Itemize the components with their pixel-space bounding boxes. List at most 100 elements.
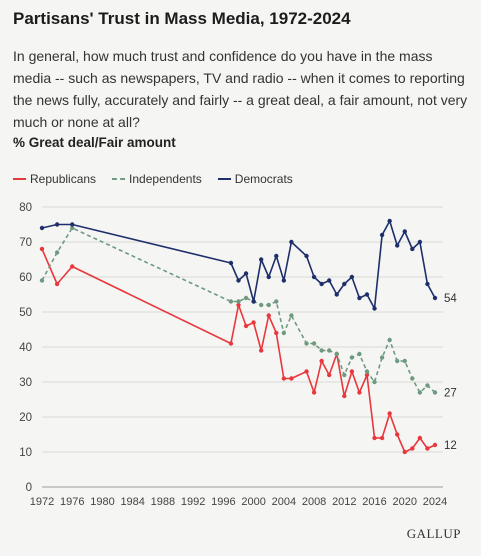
x-tick-label-1984: 1984 — [120, 496, 144, 508]
data-point-republicans-2007 — [304, 369, 309, 374]
x-tick-label-1988: 1988 — [151, 496, 175, 508]
data-point-republicans-1997 — [228, 341, 234, 346]
data-point-democrats-2019 — [395, 243, 400, 248]
data-point-democrats-2001 — [258, 257, 264, 262]
series-line-independents — [41, 227, 436, 394]
data-point-republicans-2002 — [266, 313, 271, 318]
legend: Republicans Independents Democrats — [13, 172, 293, 186]
data-point-republicans-2014 — [357, 390, 362, 395]
legend-swatch-republicans — [13, 178, 26, 180]
data-point-republicans-1976 — [70, 264, 75, 269]
data-point-republicans-2004 — [281, 376, 287, 381]
data-point-independents-2023 — [425, 383, 430, 388]
y-tick-label-80: 80 — [19, 202, 32, 214]
data-point-democrats-2011 — [334, 292, 339, 297]
data-point-republicans-1999 — [243, 323, 249, 329]
data-point-democrats-2021 — [410, 246, 415, 252]
data-point-democrats-1997 — [228, 260, 234, 266]
x-tick-label-2012: 2012 — [332, 496, 356, 508]
data-point-republicans-2003 — [274, 330, 279, 336]
data-point-democrats-2020 — [402, 229, 407, 234]
x-tick-label-2024: 2024 — [423, 496, 447, 508]
data-point-independents-2022 — [417, 390, 423, 395]
data-point-republicans-2017 — [379, 435, 385, 441]
data-point-democrats-2014 — [357, 295, 362, 301]
data-point-republicans-2012 — [342, 393, 347, 399]
data-point-democrats-2004 — [281, 278, 287, 283]
data-point-independents-2003 — [274, 299, 279, 304]
y-tick-label-60: 60 — [19, 272, 32, 284]
data-point-independents-1997 — [228, 299, 234, 304]
data-point-republicans-2021 — [410, 446, 415, 451]
y-tick-label-50: 50 — [19, 307, 32, 319]
y-tick-label-10: 10 — [19, 447, 32, 459]
data-point-independents-2017 — [379, 355, 385, 360]
series-line-republicans — [41, 248, 436, 453]
data-point-democrats-1976 — [70, 222, 75, 227]
data-point-republicans-2001 — [258, 348, 264, 353]
data-point-democrats-2007 — [304, 253, 309, 259]
x-tick-label-2004: 2004 — [272, 496, 296, 508]
data-point-independents-2007 — [304, 341, 309, 346]
legend-label-democrats: Democrats — [234, 172, 293, 186]
data-point-independents-2021 — [410, 376, 415, 381]
chart-title: Partisans' Trust in Mass Media, 1972-202… — [13, 9, 351, 28]
y-tick-label-20: 20 — [19, 412, 32, 424]
data-point-independents-1972 — [39, 278, 45, 283]
data-point-democrats-2023 — [425, 281, 430, 287]
data-point-republicans-2019 — [395, 432, 400, 437]
y-tick-label-0: 0 — [26, 482, 32, 494]
data-point-independents-2020 — [402, 358, 407, 364]
data-point-independents-2001 — [258, 302, 264, 308]
data-point-independents-1999 — [243, 295, 249, 301]
data-point-independents-2019 — [395, 358, 400, 364]
data-point-democrats-1998 — [236, 278, 241, 283]
data-point-independents-1974 — [54, 250, 60, 255]
data-point-independents-2008 — [311, 341, 317, 346]
x-tick-label-2000: 2000 — [241, 496, 265, 508]
chart-subtitle: In general, how much trust and confidenc… — [13, 48, 468, 130]
legend-item-republicans: Republicans — [13, 172, 96, 186]
data-point-democrats-2003 — [274, 253, 279, 259]
data-point-republicans-2010 — [326, 372, 332, 378]
gallup-logo: GALLUP — [406, 526, 461, 541]
data-point-republicans-2016 — [372, 435, 377, 441]
data-point-democrats-2024 — [432, 295, 438, 301]
data-point-independents-2005 — [289, 313, 294, 318]
data-point-republicans-2013 — [349, 369, 355, 374]
data-point-democrats-2022 — [417, 239, 423, 245]
data-point-democrats-2013 — [349, 274, 355, 280]
data-point-republicans-2008 — [311, 390, 317, 395]
data-point-democrats-1999 — [243, 271, 249, 276]
y-tick-label-40: 40 — [19, 342, 32, 354]
end-label-democrats: 54 — [444, 293, 457, 305]
data-point-democrats-2002 — [266, 274, 271, 280]
data-point-independents-2011 — [334, 351, 339, 357]
legend-swatch-democrats — [217, 178, 231, 180]
x-tick-label-2020: 2020 — [393, 496, 417, 508]
x-tick-label-1992: 1992 — [181, 496, 205, 508]
data-point-democrats-2000 — [251, 299, 256, 304]
data-point-independents-2014 — [357, 351, 362, 357]
data-point-republicans-1998 — [236, 302, 241, 308]
data-point-independents-2015 — [364, 369, 370, 374]
x-tick-label-1972: 1972 — [30, 496, 54, 508]
legend-label-independents: Independents — [129, 172, 202, 186]
data-point-independents-2002 — [266, 302, 271, 308]
data-point-independents-2016 — [372, 379, 377, 385]
data-point-republicans-2022 — [417, 435, 423, 441]
data-point-republicans-2005 — [289, 376, 294, 381]
y-tick-label-70: 70 — [19, 237, 32, 249]
data-point-republicans-2009 — [319, 358, 324, 364]
data-point-independents-2018 — [387, 337, 392, 343]
data-point-republicans-2000 — [251, 320, 256, 325]
data-point-democrats-2008 — [311, 274, 317, 280]
series-line-democrats — [41, 220, 436, 310]
data-point-democrats-2016 — [372, 306, 377, 311]
data-point-independents-2012 — [342, 372, 347, 378]
x-tick-label-2008: 2008 — [302, 496, 326, 508]
measure-label: % Great deal/Fair amount — [13, 135, 176, 150]
data-point-independents-1998 — [236, 299, 241, 304]
legend-item-democrats: Democrats — [217, 172, 293, 186]
